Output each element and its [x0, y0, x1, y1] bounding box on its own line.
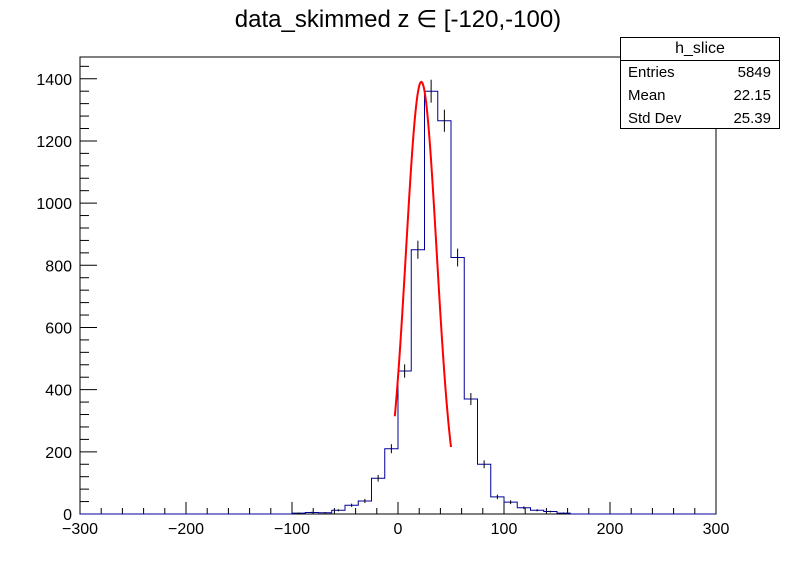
- y-tick-label: 1400: [36, 72, 72, 89]
- x-tick-label: 0: [394, 521, 403, 538]
- y-tick-label: 0: [63, 507, 72, 524]
- x-tick-label: −200: [168, 521, 204, 538]
- stats-value: 22.15: [733, 87, 771, 104]
- x-tick-label: −300: [62, 521, 98, 538]
- x-tick-label: 100: [491, 521, 518, 538]
- stats-box-title: h_slice: [621, 38, 779, 61]
- stats-row-entries: Entries 5849: [621, 61, 779, 84]
- y-tick-label: 200: [45, 445, 72, 462]
- stats-row-mean: Mean 22.15: [621, 84, 779, 107]
- stats-row-stddev: Std Dev 25.39: [621, 107, 779, 130]
- stats-label: Entries: [628, 64, 675, 81]
- stats-value: 25.39: [733, 110, 771, 127]
- y-tick-label: 1200: [36, 134, 72, 151]
- stats-box: h_slice Entries 5849 Mean 22.15 Std Dev …: [620, 37, 780, 129]
- fit-curve: [393, 80, 452, 448]
- y-tick-label: 800: [45, 258, 72, 275]
- stats-value: 5849: [737, 64, 771, 81]
- axes: −300 −200 −100 0 100 200 300 0 200 400 600 800 1000 1…: [36, 65, 730, 538]
- histogram-outline: [80, 90, 716, 515]
- x-tick-label: −100: [274, 521, 310, 538]
- x-tick-label: 200: [597, 521, 624, 538]
- stats-label: Mean: [628, 87, 666, 104]
- x-tick-label: 300: [703, 521, 730, 538]
- stats-label: Std Dev: [628, 110, 682, 127]
- y-tick-label: 600: [45, 320, 72, 337]
- y-tick-label: 1000: [36, 196, 72, 213]
- chart-title: data_skimmed z ∈ [-120,-100): [234, 6, 562, 33]
- gaussian-fit: [393, 80, 452, 448]
- histogram-series: [80, 79, 716, 515]
- y-tick-label: 400: [45, 383, 72, 400]
